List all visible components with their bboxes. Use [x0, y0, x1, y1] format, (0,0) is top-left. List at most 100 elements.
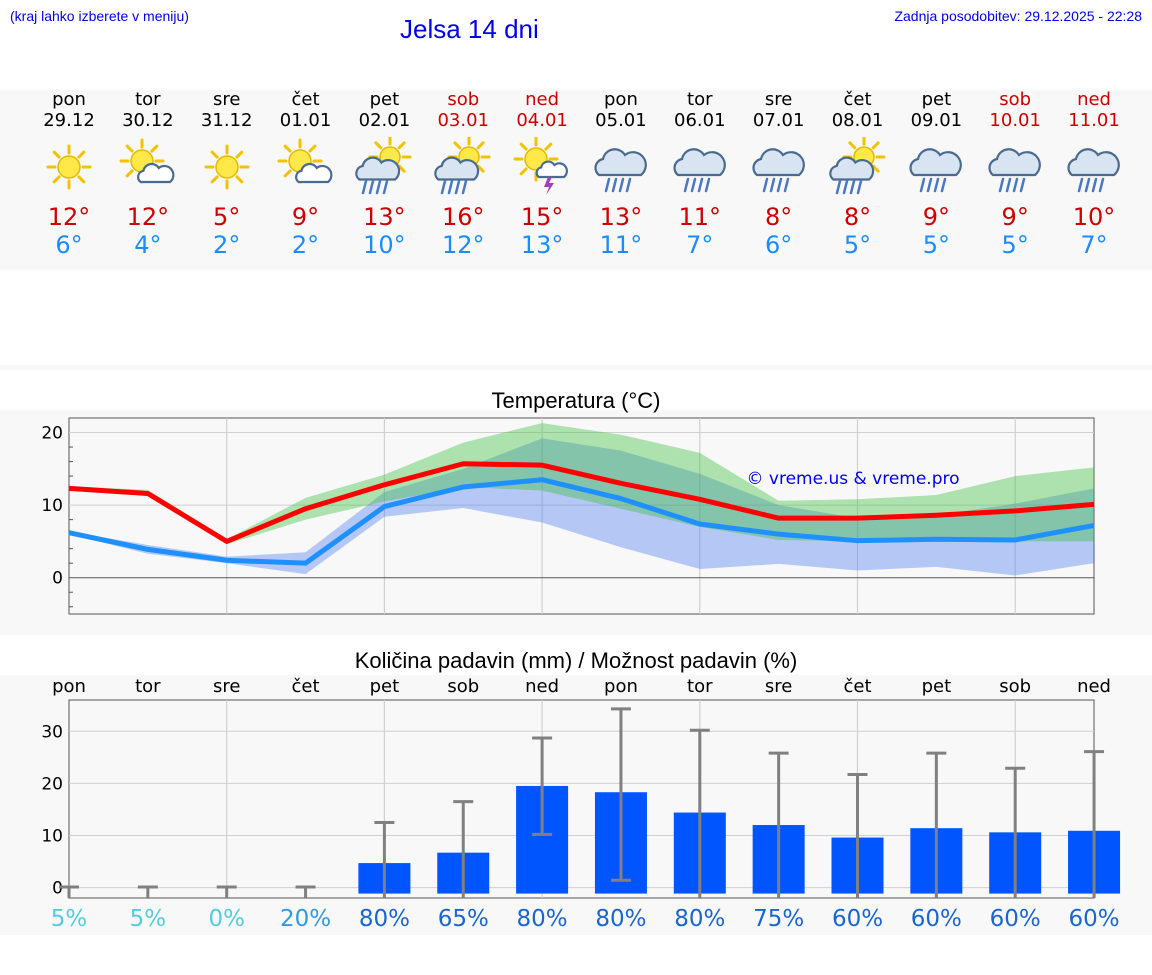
day-forecast: sre 07.01 8° 6°	[740, 90, 818, 259]
max-temp: 9°	[291, 203, 320, 231]
precip-y-tick: 30	[41, 722, 63, 742]
max-temp: 13°	[363, 203, 406, 231]
temperature-chart: 0 10 20 © vreme.us & vreme.pro	[41, 417, 1095, 615]
precip-probability: 60%	[911, 906, 962, 932]
precip-probability: 0%	[208, 906, 245, 932]
day-name: sre	[764, 89, 793, 110]
max-temp: 8°	[843, 203, 872, 231]
day-date: 04.01	[516, 110, 568, 131]
precip-day-label: sob	[447, 676, 479, 697]
day-date: 31.12	[200, 110, 253, 131]
precip-day-label: tor	[687, 676, 713, 697]
precip-probability: 20%	[280, 906, 331, 932]
day-forecast: pon 05.01 13° 11°	[582, 90, 660, 259]
precip-y-tick: 10	[41, 826, 63, 846]
max-temp: 12°	[126, 203, 170, 231]
sun-rain-cloud-icon	[434, 137, 491, 195]
max-temp: 12°	[47, 203, 91, 231]
day-date: 11.01	[1068, 110, 1120, 131]
day-name: pet	[921, 89, 952, 110]
day-forecast: pet 02.01 13° 10°	[345, 90, 423, 259]
temp-y-tick: 0	[52, 569, 63, 589]
temperature-chart-title: Temperatura (°C)	[491, 388, 661, 413]
min-temp: 7°	[686, 231, 714, 259]
day-forecast: tor 30.12 12° 4°	[109, 90, 187, 259]
min-temp: 2°	[291, 231, 320, 259]
max-temp-band	[69, 423, 1095, 545]
day-name: sre	[212, 89, 241, 110]
precip-probability: 65%	[438, 906, 489, 932]
day-name: ned	[525, 89, 560, 110]
precip-day-label: sre	[213, 676, 240, 697]
sun-cloud-icon	[277, 138, 332, 184]
precip-probability: 5%	[130, 906, 167, 932]
precip-day-label: pon	[604, 676, 638, 697]
rain-cloud-icon	[673, 148, 726, 193]
day-date: 08.01	[831, 110, 884, 131]
day-forecast: pon 29.12 12° 6°	[30, 90, 108, 260]
forecast-band	[0, 90, 1152, 270]
max-temp: 11°	[678, 203, 722, 231]
precip-probability: 5%	[51, 906, 88, 932]
day-forecast: tor 06.01 11° 7°	[661, 90, 739, 259]
day-date: 30.12	[122, 110, 174, 131]
precip-day-label: ned	[1077, 676, 1111, 697]
day-forecast: ned 11.01 10° 7°	[1055, 90, 1133, 259]
chart-credit: © vreme.us & vreme.pro	[746, 469, 959, 489]
location-menu-hint[interactable]: (kraj lahko izberete v meniju)	[10, 8, 189, 24]
max-temp: 16°	[441, 203, 485, 231]
max-temp: 10°	[1072, 203, 1116, 231]
day-name: čet	[291, 89, 320, 110]
max-temp: 15°	[520, 203, 564, 231]
day-date: 07.01	[752, 110, 805, 131]
precip-probability: 60%	[1068, 906, 1119, 932]
precip-day-label: čet	[292, 676, 320, 697]
precip-y-tick: 0	[52, 879, 63, 899]
precip-day-label: tor	[135, 676, 161, 697]
min-temp: 6°	[55, 231, 83, 259]
day-date: 29.12	[43, 110, 95, 131]
rain-cloud-icon	[909, 148, 963, 193]
min-temp: 5°	[843, 231, 872, 259]
min-temp: 6°	[765, 231, 793, 259]
precip-day-label: čet	[843, 676, 871, 697]
precip-probability: 75%	[753, 906, 804, 932]
day-forecast: sob 10.01 9° 5°	[976, 90, 1054, 259]
day-forecast: pet 09.01 9° 5°	[897, 90, 975, 259]
day-forecast: sob 03.01 16° 12°	[424, 90, 502, 259]
day-name: pon	[604, 89, 638, 110]
day-name: tor	[687, 89, 713, 110]
min-temp: 4°	[134, 231, 162, 259]
precip-day-label: pet	[922, 676, 952, 697]
precip-probability: 80%	[517, 906, 568, 932]
day-forecast: sre 31.12 5° 2°	[188, 89, 266, 260]
temp-y-tick: 20	[41, 424, 63, 444]
page-title: Jelsa 14 dni	[400, 14, 539, 44]
sun-thunder-icon	[513, 137, 569, 195]
precip-probability: 60%	[832, 906, 883, 932]
max-temp: 9°	[922, 203, 950, 231]
max-temp: 8°	[765, 203, 793, 231]
last-updated: Zadnja posodobitev: 29.12.2025 - 22:28	[894, 8, 1142, 24]
min-temp: 11°	[599, 231, 643, 259]
sun-icon	[46, 144, 92, 190]
rain-cloud-icon	[988, 148, 1042, 193]
day-name: sob	[447, 89, 480, 110]
rain-cloud-icon	[1067, 148, 1120, 193]
max-temp: 9°	[1001, 203, 1029, 231]
max-temp-line	[68, 461, 1095, 544]
day-date: 10.01	[989, 110, 1041, 131]
day-date: 09.01	[910, 110, 963, 131]
day-forecast: ned 04.01 15° 13°	[503, 90, 581, 259]
max-temp: 5°	[213, 203, 241, 231]
max-temp: 13°	[599, 203, 643, 231]
sun-icon	[204, 144, 250, 190]
min-temp: 5°	[1001, 231, 1029, 259]
min-temp: 10°	[363, 231, 406, 259]
precip-day-label: sre	[765, 676, 792, 697]
min-temp: 2°	[213, 231, 241, 259]
min-temp: 5°	[922, 231, 950, 259]
precip-day-label: sob	[999, 676, 1031, 697]
sun-cloud-icon	[119, 138, 175, 184]
day-forecast: čet 01.01 9° 2°	[267, 90, 345, 259]
